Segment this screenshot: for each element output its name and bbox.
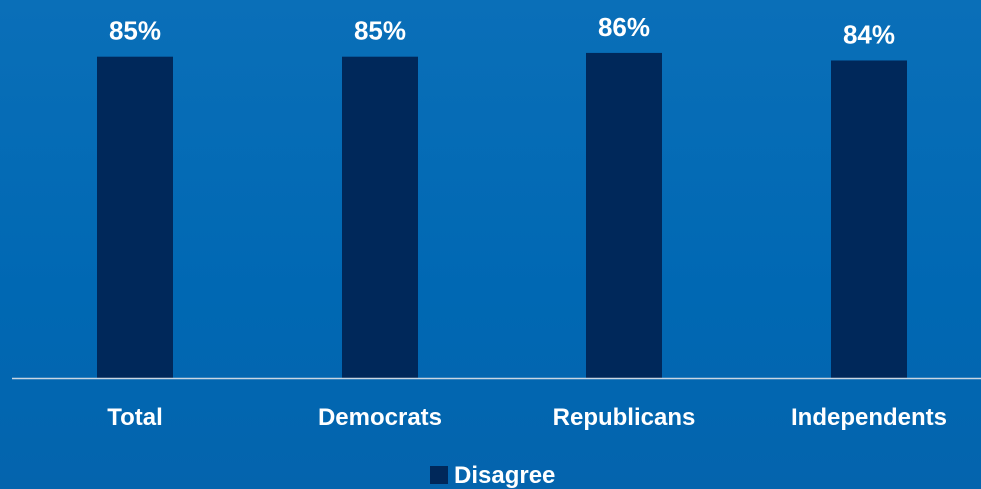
x-tick-label-independents: Independents (791, 404, 947, 431)
bars-layer (97, 53, 907, 378)
legend: Disagree (430, 462, 555, 489)
x-tick-label-total: Total (107, 404, 163, 431)
legend-swatch (430, 466, 448, 484)
bar-democrats (342, 57, 418, 378)
category-labels-layer: Total Democrats Republicans Independents (107, 404, 947, 431)
bar-independents (831, 60, 907, 378)
data-label-total: 85% (109, 16, 161, 46)
bar-republicans (586, 53, 662, 378)
data-label-democrats: 85% (354, 16, 406, 46)
value-labels-layer: 85% 85% 86% 84% (109, 12, 895, 50)
bar-total (97, 57, 173, 378)
data-label-independents: 84% (843, 19, 895, 49)
legend-label: Disagree (454, 462, 555, 489)
x-tick-label-democrats: Democrats (318, 404, 442, 431)
x-tick-label-republicans: Republicans (553, 404, 696, 431)
data-label-republicans: 86% (598, 12, 650, 42)
